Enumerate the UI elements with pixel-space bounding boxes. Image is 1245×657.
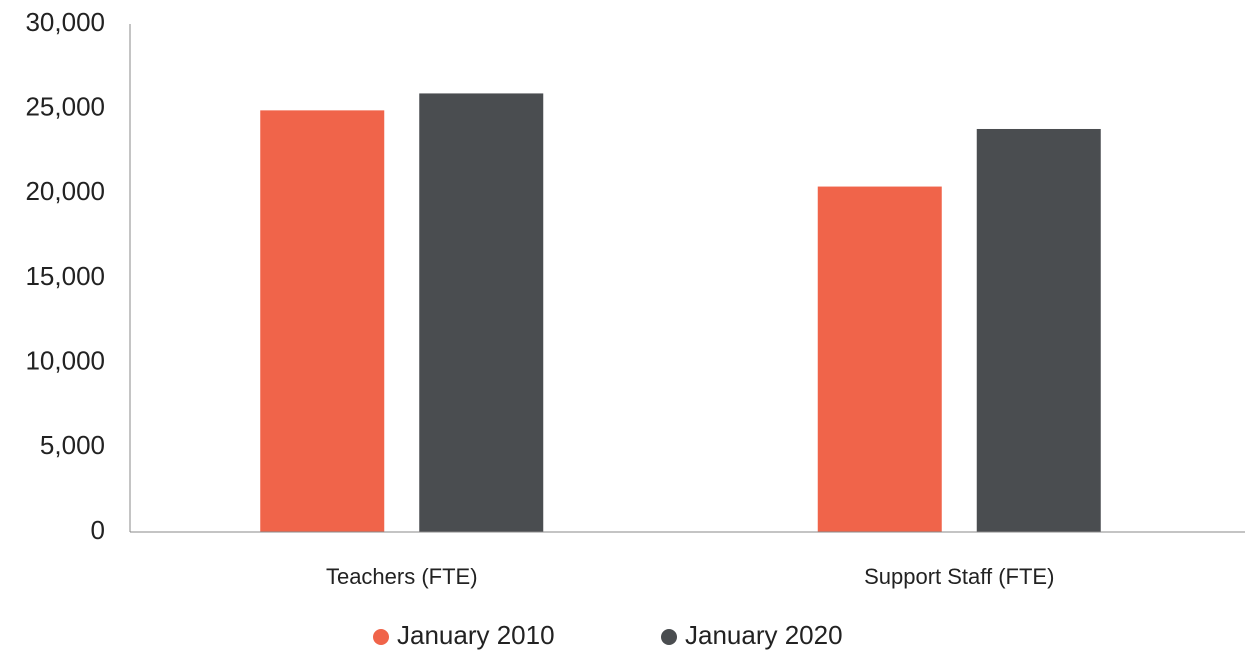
y-tick-label: 25,000	[25, 92, 105, 122]
y-tick-label: 15,000	[25, 261, 105, 291]
legend-marker	[661, 629, 677, 645]
y-tick-label: 20,000	[25, 176, 105, 206]
bar	[817, 186, 942, 532]
y-tick-label: 10,000	[25, 346, 105, 376]
y-tick-label: 30,000	[25, 7, 105, 37]
bar	[419, 93, 544, 532]
y-tick-label: 5,000	[40, 430, 105, 460]
x-tick-label: Teachers (FTE)	[326, 564, 478, 589]
legend-label: January 2010	[397, 620, 555, 650]
x-tick-label: Support Staff (FTE)	[864, 564, 1054, 589]
bar	[976, 128, 1101, 532]
y-tick-label: 0	[91, 515, 105, 545]
legend-marker	[373, 629, 389, 645]
bar	[260, 110, 385, 533]
legend-label: January 2020	[685, 620, 843, 650]
